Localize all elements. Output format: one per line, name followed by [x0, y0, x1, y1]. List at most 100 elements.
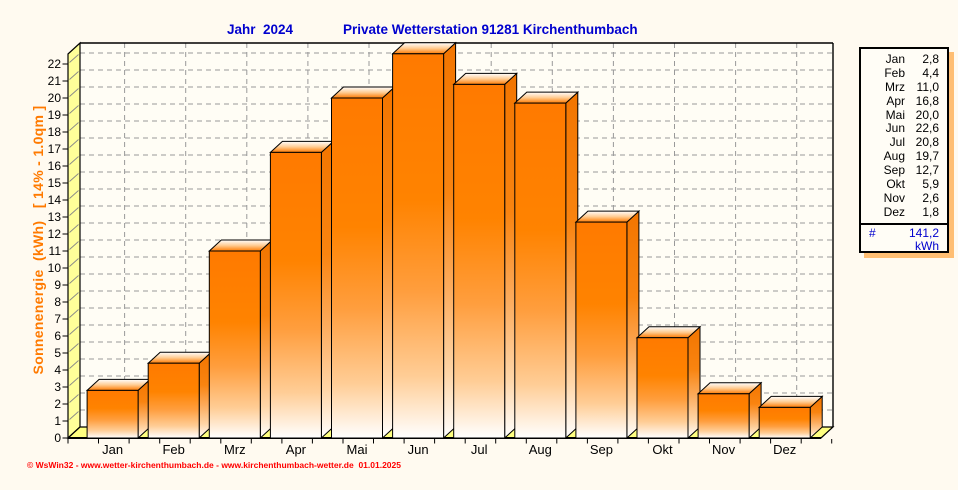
bar-dez	[757, 395, 824, 440]
legend-month-label: Dez	[883, 204, 905, 219]
legend-month-value: 20,8	[915, 135, 939, 150]
bar-front-face	[697, 393, 750, 439]
legend-row-jan: Jan 2,8	[861, 52, 947, 67]
svg-text:8: 8	[54, 295, 61, 309]
legend-unit-label: kWh	[915, 238, 939, 253]
bar-nov	[696, 381, 763, 440]
legend-month-label: Jun	[885, 121, 905, 136]
svg-text:Jan: Jan	[102, 442, 123, 457]
bar-jul	[452, 72, 518, 440]
svg-text:Jun: Jun	[408, 442, 429, 457]
svg-text:Nov: Nov	[712, 442, 736, 457]
legend-row-apr: Apr 16,8	[861, 93, 947, 109]
svg-text:3: 3	[54, 380, 61, 394]
legend-row-dez: Dez 1,8	[861, 204, 947, 220]
legend-row-jun: Jun 22,6	[861, 122, 947, 136]
svg-text:9: 9	[54, 278, 61, 292]
legend-row-okt: Okt 5,9	[861, 177, 947, 192]
bar-front-face	[758, 406, 811, 439]
bar-aug	[513, 90, 580, 440]
legend-row-sep: Sep 12,7	[861, 163, 947, 178]
svg-text:11: 11	[49, 244, 62, 258]
svg-text:1: 1	[54, 414, 61, 428]
chart-title-year: Jahr 2024	[227, 22, 294, 37]
bar-front-face	[392, 53, 445, 439]
x-axis-ticks	[67, 439, 833, 444]
svg-text:17: 17	[48, 142, 62, 156]
svg-text:Mrz: Mrz	[224, 442, 246, 457]
svg-text:Apr: Apr	[286, 442, 307, 457]
legend-month-label: Jul	[889, 135, 905, 150]
bar-okt	[635, 325, 702, 440]
legend-row-mai: Mai 20,0	[861, 107, 947, 123]
legend-total-section: # 141,2 kWh	[861, 222, 947, 253]
svg-text:7: 7	[54, 312, 61, 326]
legend-month-label: Apr	[886, 93, 905, 108]
copyright-text: © WsWin32 - www.wetter-kirchenthumbach.d…	[27, 460, 401, 470]
svg-text:13: 13	[48, 210, 62, 224]
legend-month-label: Sep	[883, 163, 905, 178]
svg-text:16: 16	[48, 159, 62, 173]
bar-feb	[146, 351, 213, 440]
legend-row-jul: Jul 20,8	[861, 135, 947, 150]
bar-front-face	[331, 97, 383, 439]
legend-month-value: 4,4	[922, 65, 939, 80]
plot-border	[80, 42, 834, 427]
svg-text:6: 6	[54, 329, 61, 343]
legend-month-value: 2,6	[922, 190, 939, 205]
legend-month-label: Mai	[885, 107, 905, 122]
svg-text:20: 20	[48, 91, 62, 105]
svg-text:0: 0	[54, 431, 61, 445]
bar-front-face	[269, 151, 322, 439]
legend-month-value: 12,7	[915, 163, 939, 178]
legend-month-value: 1,8	[922, 204, 939, 219]
svg-text:18: 18	[48, 125, 62, 139]
axis-wall	[67, 41, 81, 440]
y-axis-ticks	[62, 54, 79, 439]
bar-apr	[269, 140, 335, 440]
svg-text:21: 21	[48, 74, 62, 88]
svg-text:Okt: Okt	[652, 442, 673, 457]
svg-text:5: 5	[54, 346, 61, 360]
svg-text:Feb: Feb	[162, 442, 184, 457]
bar-mrz	[208, 238, 274, 440]
legend-month-label: Mrz	[885, 79, 905, 94]
bar-front-face	[636, 337, 689, 439]
bar-front-face	[514, 102, 567, 439]
legend-row-mrz: Mrz 11,0	[861, 79, 947, 95]
bar-front-face	[86, 389, 139, 439]
bar-mai	[330, 85, 396, 440]
svg-text:2: 2	[54, 397, 61, 411]
svg-text:4: 4	[54, 363, 61, 377]
svg-text:Jul: Jul	[471, 442, 488, 457]
svg-text:14: 14	[48, 193, 62, 207]
bar-jun	[391, 41, 457, 440]
svg-text:22: 22	[48, 57, 62, 71]
legend-month-value: 11,0	[916, 79, 939, 94]
legend-row-feb: Feb 4,4	[861, 65, 947, 81]
legend-total-value: 141,2	[908, 225, 939, 240]
legend-month-value: 22,6	[915, 121, 939, 136]
svg-text:10: 10	[48, 261, 62, 275]
svg-text:19: 19	[48, 108, 62, 122]
svg-text:Dez: Dez	[773, 442, 796, 457]
legend-rows: Jan 2,8 Feb 4,4 Mrz 11,0 Apr 16,8 Mai 20,0 Jun 22,6…	[861, 49, 947, 220]
legend-month-label: Aug	[883, 149, 905, 164]
legend-box: Jan 2,8 Feb 4,4 Mrz 11,0 Apr 16,8 Mai 20,0 Jun 22,6…	[859, 47, 949, 253]
legend-month-value: 5,9	[922, 177, 939, 192]
bar-front-face	[453, 83, 506, 439]
svg-text:Sep: Sep	[590, 442, 613, 457]
bar-sep	[574, 209, 641, 440]
svg-text:Mai: Mai	[347, 442, 368, 457]
legend-month-value: 16,8	[915, 93, 939, 108]
svg-text:12: 12	[48, 227, 62, 241]
bar-front-face	[575, 221, 628, 439]
bar-front-face	[208, 250, 261, 439]
legend-month-label: Nov	[883, 190, 905, 205]
bar-jan	[85, 378, 152, 440]
legend-row-nov: Nov 2,6	[861, 190, 947, 206]
legend-month-value: 19,7	[915, 149, 939, 164]
